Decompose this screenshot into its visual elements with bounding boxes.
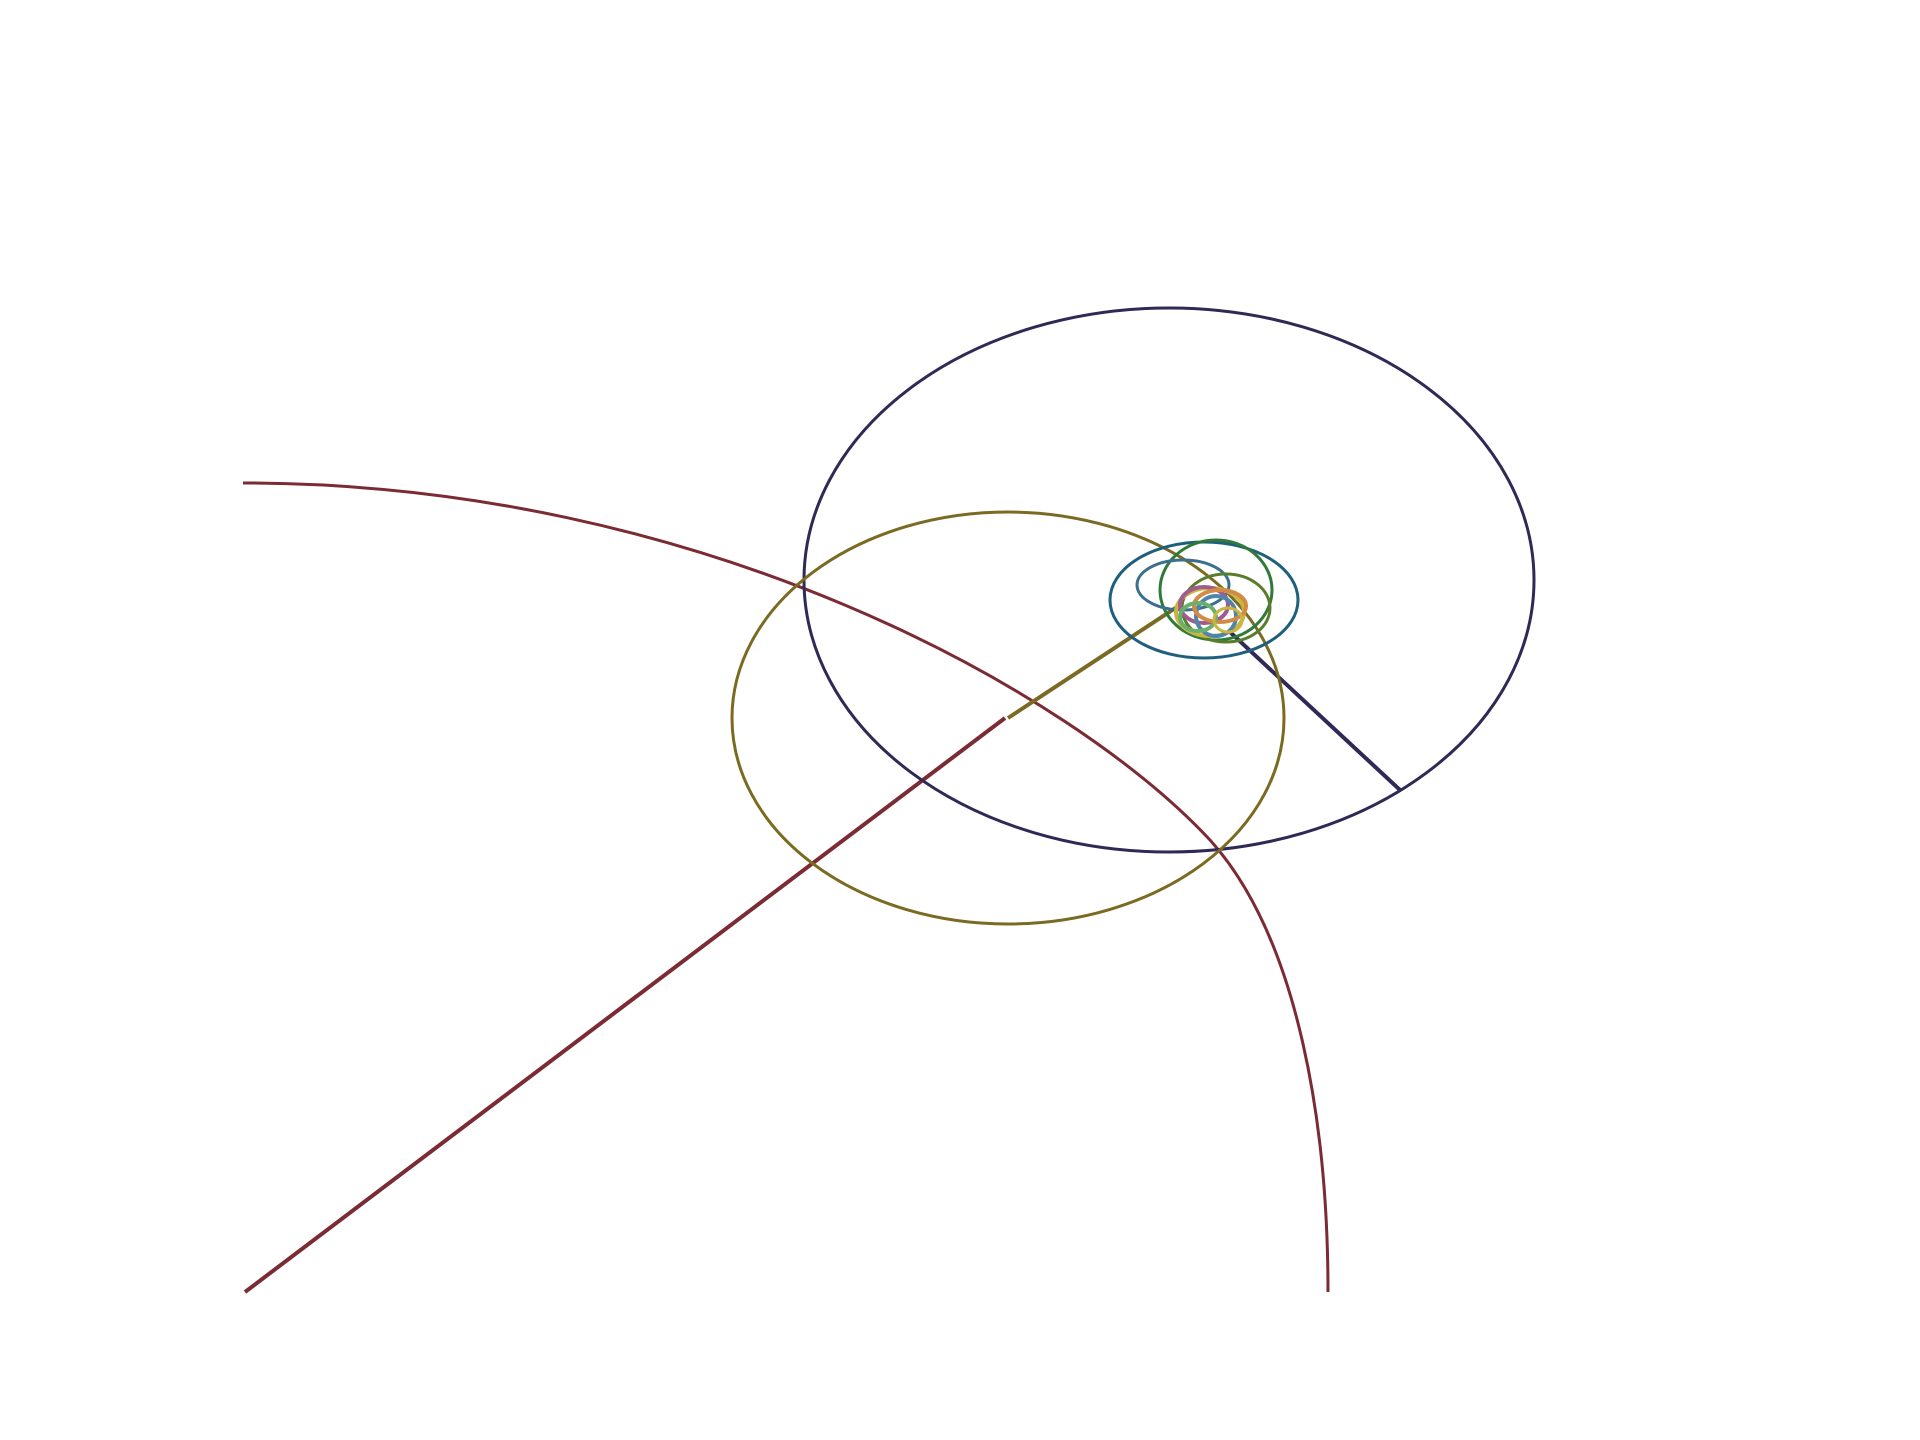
outer-radial-line	[243, 716, 1007, 1294]
core-loop-6	[1212, 606, 1244, 634]
outer-orbit-arc	[242, 481, 1330, 1293]
medium-orbit-ellipse	[730, 510, 1286, 926]
core-loop-5	[1178, 601, 1218, 633]
core-loop-4	[1192, 588, 1248, 624]
orbit-core-cluster	[1174, 585, 1248, 638]
core-loop-3	[1194, 594, 1238, 638]
medium-radial-line	[1006, 603, 1182, 720]
core-loop-2	[1178, 585, 1230, 625]
large-radial-line	[1228, 630, 1402, 792]
